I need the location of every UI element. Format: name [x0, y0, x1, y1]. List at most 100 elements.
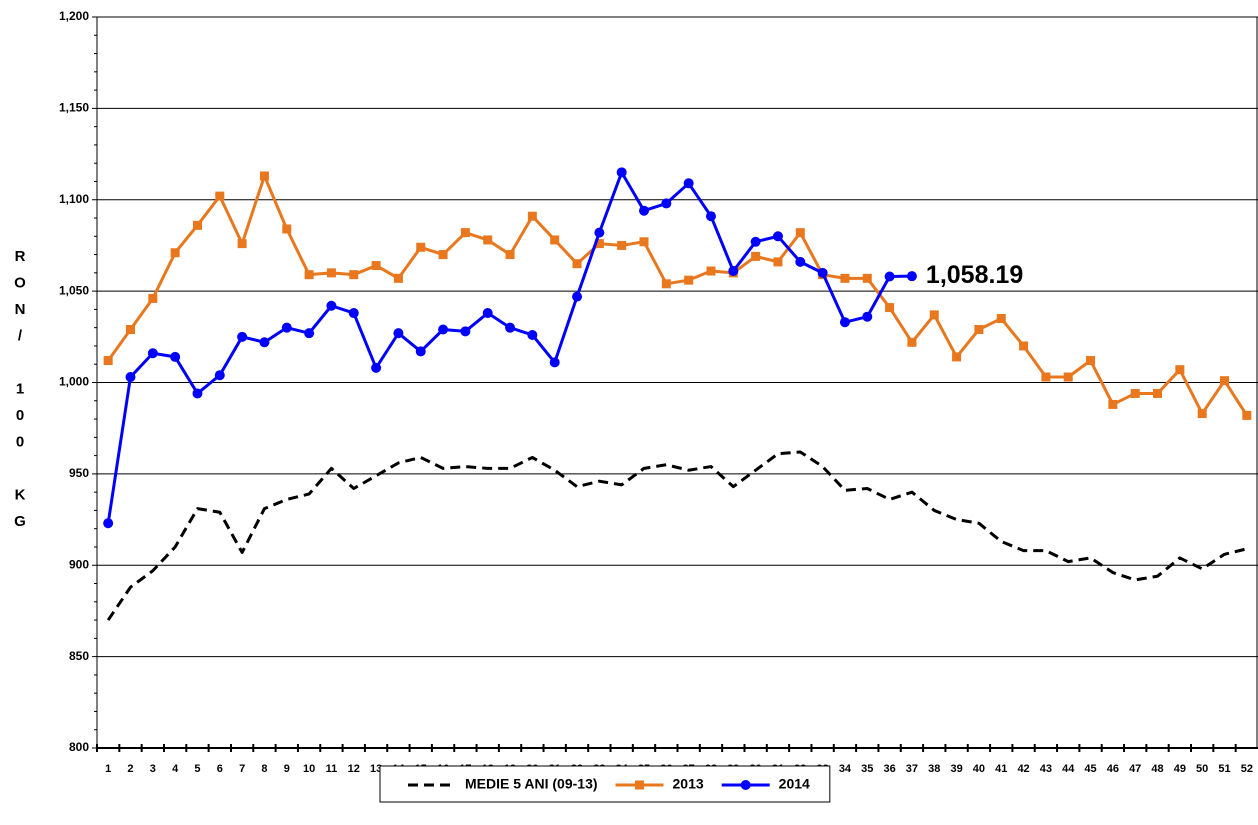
- x-tick-label: 12: [348, 763, 360, 775]
- x-tick-label: 3: [150, 763, 156, 775]
- marker: [862, 273, 872, 283]
- x-tick-label: 39: [950, 763, 962, 775]
- marker: [237, 239, 247, 249]
- x-tick-label: 11: [326, 763, 338, 775]
- x-tick-label: 49: [1174, 763, 1186, 775]
- y-tick-label: 1,200: [59, 9, 89, 23]
- series-line: [106, 174, 1249, 417]
- marker: [572, 259, 582, 269]
- marker: [103, 518, 114, 529]
- y-tick-label: 1,000: [59, 375, 89, 389]
- marker: [192, 388, 203, 399]
- marker: [1197, 409, 1207, 419]
- marker: [616, 167, 627, 178]
- marker: [505, 322, 516, 333]
- x-tick-label: 51: [1218, 763, 1230, 775]
- x-tick-label: 40: [973, 763, 985, 775]
- marker: [750, 236, 761, 247]
- marker: [550, 235, 560, 245]
- marker: [1086, 356, 1096, 366]
- marker: [348, 308, 359, 319]
- marker: [684, 275, 694, 285]
- y-tick-label: 1,150: [59, 101, 89, 115]
- marker: [839, 317, 850, 328]
- marker: [661, 198, 672, 209]
- marker: [1175, 365, 1185, 375]
- legend-label: 2013: [673, 776, 704, 792]
- marker: [282, 224, 292, 234]
- marker: [885, 303, 895, 313]
- marker: [393, 328, 404, 339]
- marker: [1130, 388, 1140, 398]
- marker: [1063, 372, 1073, 382]
- legend-marker: [740, 780, 751, 790]
- marker: [795, 228, 805, 238]
- y-tick-label: 800: [69, 740, 89, 754]
- x-tick-label: 36: [883, 763, 895, 775]
- x-tick-label: 9: [284, 763, 290, 775]
- marker: [1041, 372, 1051, 382]
- x-tick-label: 37: [906, 763, 918, 775]
- series-line: [106, 170, 912, 524]
- marker: [795, 256, 806, 267]
- marker: [215, 191, 225, 201]
- marker: [460, 228, 470, 238]
- marker: [728, 266, 739, 277]
- x-tick-label: 52: [1241, 763, 1253, 775]
- marker: [505, 250, 515, 260]
- marker: [170, 248, 180, 258]
- marker: [483, 235, 493, 245]
- marker: [125, 372, 136, 383]
- marker: [237, 331, 248, 342]
- marker: [952, 352, 962, 362]
- x-tick-label: 7: [239, 763, 245, 775]
- marker: [326, 300, 337, 311]
- marker: [884, 271, 895, 282]
- marker: [929, 310, 939, 320]
- marker: [996, 314, 1006, 324]
- marker: [1220, 376, 1230, 386]
- x-tick-label: 41: [995, 763, 1007, 775]
- marker: [393, 273, 403, 283]
- marker: [304, 270, 314, 280]
- marker: [639, 237, 649, 247]
- x-tick-label: 44: [1062, 763, 1075, 775]
- x-tick-label: 46: [1107, 763, 1119, 775]
- marker: [1153, 388, 1163, 398]
- marker: [281, 322, 292, 333]
- marker: [349, 270, 359, 280]
- marker: [661, 279, 671, 289]
- marker: [438, 324, 449, 335]
- legend-label: 2014: [779, 776, 810, 792]
- marker: [147, 348, 158, 359]
- marker: [572, 291, 583, 302]
- marker: [438, 250, 448, 260]
- y-tick-label: 900: [69, 557, 89, 571]
- marker: [415, 346, 426, 357]
- marker: [460, 326, 471, 337]
- x-tick-label: 6: [217, 763, 223, 775]
- x-tick-label: 38: [928, 763, 940, 775]
- marker: [773, 257, 783, 267]
- marker: [907, 337, 917, 347]
- legend-marker: [635, 780, 645, 790]
- x-tick-label: 42: [1017, 763, 1029, 775]
- marker: [527, 211, 537, 221]
- marker: [214, 370, 225, 381]
- marker: [906, 271, 917, 282]
- marker: [125, 325, 135, 335]
- legend-label: MEDIE 5 ANI (09-13): [465, 776, 598, 792]
- x-tick-label: 8: [261, 763, 267, 775]
- marker: [371, 362, 382, 373]
- marker: [170, 351, 181, 362]
- marker: [1242, 410, 1252, 420]
- marker: [751, 251, 761, 261]
- marker: [1108, 399, 1118, 409]
- marker: [371, 261, 381, 271]
- marker: [639, 205, 650, 216]
- x-tick-label: 2: [127, 763, 133, 775]
- marker: [840, 273, 850, 283]
- marker: [103, 356, 113, 366]
